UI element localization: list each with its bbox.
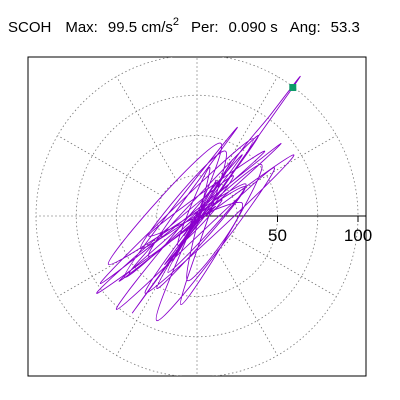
angle-label: Ang: <box>289 19 321 36</box>
chart-header: SCOH Max: 99.5 cm/s2 Per: 0.090 s Ang: 53.3 <box>8 16 360 36</box>
grid-spoke <box>231 235 337 297</box>
max-value: 99.5 <box>107 19 138 36</box>
station-code: SCOH <box>8 19 52 36</box>
grid-spoke <box>216 76 278 182</box>
radial-axis: 50 100 <box>197 215 372 245</box>
grid-spoke <box>57 235 163 297</box>
angle-value: 53.3 <box>330 19 360 36</box>
trace-path <box>96 75 301 322</box>
particle-motion-trace <box>96 75 301 322</box>
max-label: Max: <box>65 19 98 36</box>
grid-spoke <box>116 76 178 182</box>
grid-spoke <box>231 135 337 197</box>
radial-tick-label: 50 <box>268 226 287 245</box>
grid-spoke <box>216 250 278 356</box>
grid-spoke <box>57 135 163 197</box>
period-label: Per: <box>191 19 219 36</box>
peak-marker-layer <box>289 84 297 92</box>
peak-marker <box>289 84 297 92</box>
max-unit: cm/s <box>141 19 173 36</box>
radial-tick-label: 100 <box>344 226 372 245</box>
period-value: 0.090 s <box>228 19 278 36</box>
max-unit-exponent: 2 <box>172 16 180 28</box>
